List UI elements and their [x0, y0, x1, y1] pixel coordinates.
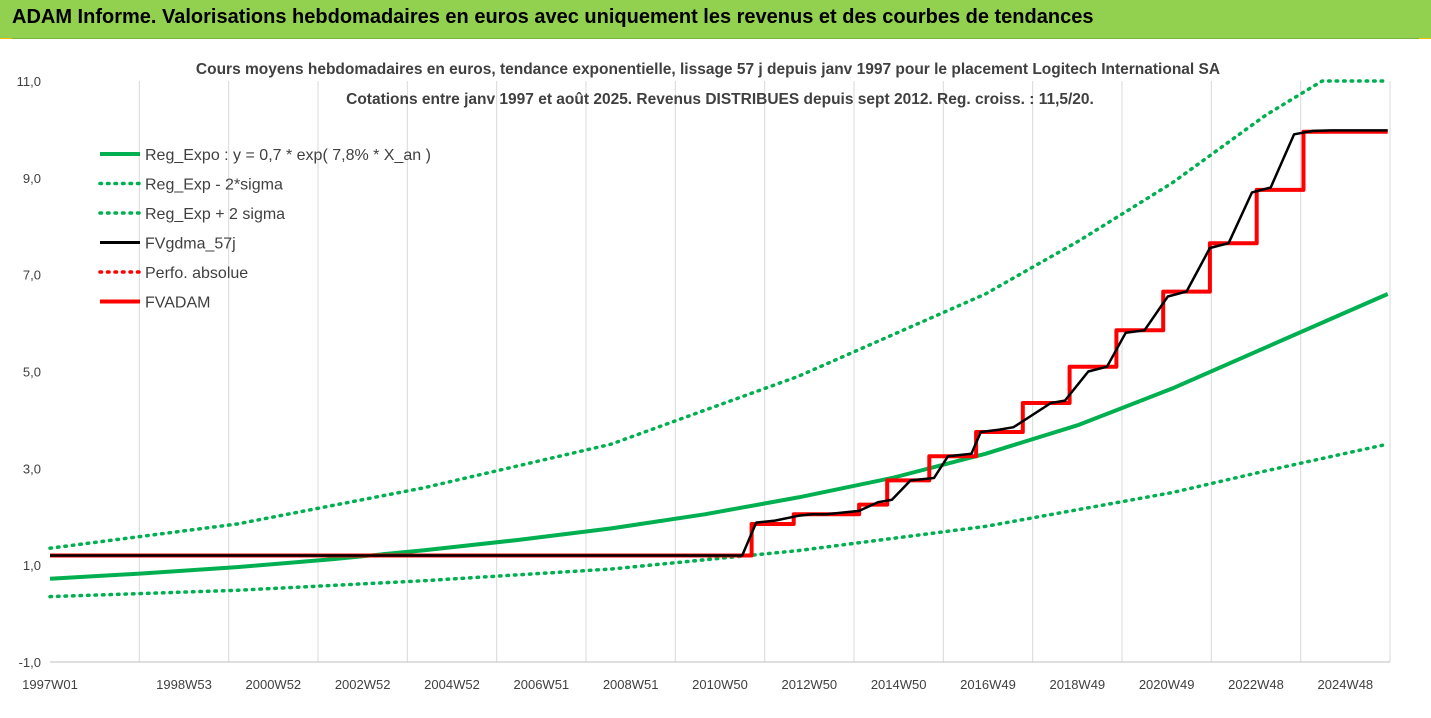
chart: 11,0 9,0 7,0 5,0 3,0 1,0 -1,0 1997W01 1998W53 20… [0, 39, 1431, 718]
x-tick-label: 2004W52 [424, 677, 480, 692]
y-tick-label: 1,0 [23, 558, 41, 573]
y-tick-label: 5,0 [23, 365, 41, 380]
x-tick-label: 2024W48 [1318, 677, 1374, 692]
x-tick-label: 1998W53 [156, 677, 212, 692]
x-tick-label: 2022W48 [1228, 677, 1284, 692]
x-axis: 1997W01 1998W53 2000W52 2002W52 2004W52 2006W… [22, 661, 1390, 692]
y-tick-label: 11,0 [17, 74, 41, 89]
plot-background [0, 39, 1431, 718]
header-banner: ADAM Informe. Valorisations hebdomadaire… [0, 0, 1431, 39]
x-tick-label: 2012W50 [782, 677, 838, 692]
legend-label: Reg_Exp - 2*sigma [145, 177, 283, 194]
legend-label: FVADAM [145, 295, 210, 312]
legend-label: Reg_Expo : y = 0,7 * exp( 7,8% * X_an ) [145, 147, 431, 164]
y-tick-label: 7,0 [23, 268, 41, 283]
series-line-3 [50, 129, 1388, 557]
legend-label: Reg_Exp + 2 sigma [145, 206, 285, 223]
x-tick-label: 2016W49 [960, 677, 1016, 692]
chart-title: Cours moyens hebdomadaires en euros, ten… [196, 61, 1220, 78]
x-tick-label: 1997W01 [22, 677, 78, 692]
series-line-0 [49, 292, 1389, 581]
x-tick-label: 2008W51 [603, 677, 659, 692]
x-tick-label: 2018W49 [1050, 677, 1106, 692]
page-title: ADAM Informe. Valorisations hebdomadaire… [12, 6, 1094, 28]
series-group [48, 79, 1390, 599]
y-tick-label: 3,0 [23, 461, 41, 476]
series-line-1 [48, 442, 1390, 599]
x-tick-label: 2000W52 [246, 677, 302, 692]
legend-label: Perfo. absolue [145, 265, 248, 282]
y-tick-label: -1,0 [19, 655, 41, 670]
y-axis: 11,0 9,0 7,0 5,0 3,0 1,0 -1,0 [17, 74, 41, 670]
x-tick-label: 2002W52 [335, 677, 391, 692]
x-tick-label: 2020W49 [1139, 677, 1195, 692]
legend: Reg_Expo : y = 0,7 * exp( 7,8% * X_an ) R… [98, 147, 431, 312]
legend-label: FVgdma_57j [145, 236, 236, 253]
y-tick-label: 9,0 [23, 171, 41, 186]
series-line-2 [48, 79, 1390, 550]
chart-subtitle: Cotations entre janv 1997 et août 2025. … [346, 91, 1094, 108]
x-tick-label: 2006W51 [514, 677, 570, 692]
x-tick-label: 2014W50 [871, 677, 927, 692]
x-tick-label: 2010W50 [692, 677, 748, 692]
